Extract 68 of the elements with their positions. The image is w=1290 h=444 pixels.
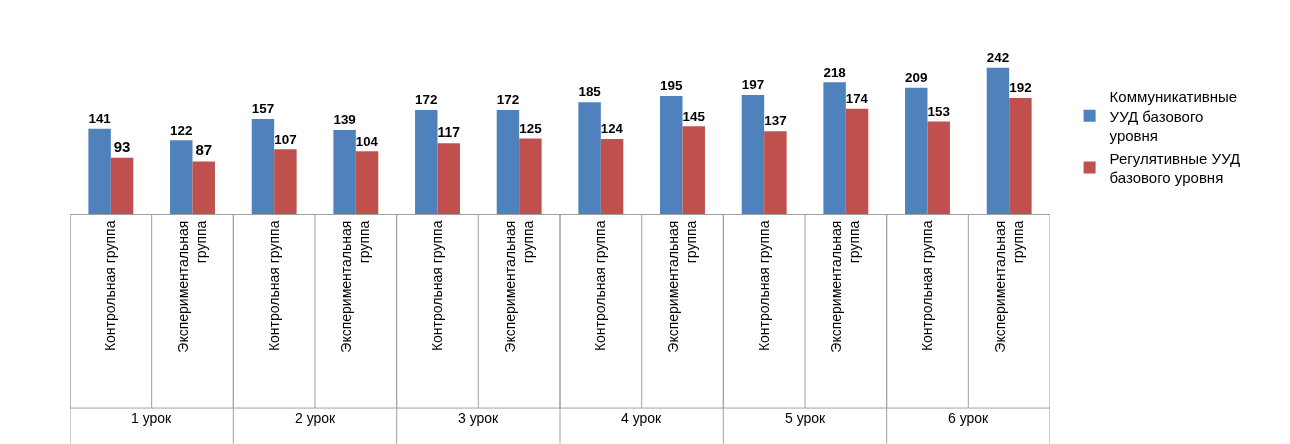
data-label: 218 — [823, 64, 847, 80]
data-label: 157 — [251, 101, 275, 117]
bar — [600, 139, 624, 214]
bar — [415, 110, 438, 214]
x-tick-label: Контрольная группа — [919, 220, 936, 352]
data-label: 107 — [274, 131, 297, 147]
bar — [1009, 97, 1032, 214]
bar — [496, 110, 520, 214]
data-label: 195 — [660, 78, 684, 94]
data-label: 197 — [741, 77, 765, 93]
data-label: 185 — [578, 84, 602, 100]
bar — [823, 82, 846, 214]
text: 1 урок — [131, 410, 173, 426]
legend-label: Коммуникативные УУД базового уровня — [1109, 88, 1238, 145]
x-tick-label: Контрольная группа — [592, 220, 609, 352]
bar — [578, 102, 601, 214]
x-tick-label: Контрольная группа — [102, 220, 119, 352]
legend-label: Регулятивные УУД базового уровня — [1109, 149, 1241, 187]
x-tick-label: Контрольная группа — [265, 220, 282, 352]
data-label: 125 — [519, 120, 543, 136]
x-tick-label: Экспериментальная группа — [338, 220, 373, 353]
data-label: 93 — [113, 137, 131, 155]
x-tick-label: Контрольная группа — [755, 220, 772, 352]
data-label: 209 — [905, 69, 928, 85]
data-label: 141 — [88, 111, 112, 127]
text: 3 урок — [458, 410, 500, 426]
bar — [251, 119, 275, 214]
data-label: 139 — [333, 112, 356, 128]
bar — [845, 108, 869, 214]
data-label: 137 — [764, 113, 787, 129]
bar — [764, 131, 787, 214]
x-tick-label: Экспериментальная группа — [991, 220, 1026, 353]
bar — [192, 161, 215, 214]
data-label: 174 — [845, 91, 869, 107]
x-tick-label: Экспериментальная группа — [501, 220, 536, 353]
data-label: 153 — [927, 103, 950, 119]
x-tick-label: Экспериментальная группа — [828, 220, 863, 353]
data-label: 242 — [986, 50, 1010, 66]
x-tick-label: Экспериментальная группа — [174, 220, 210, 353]
data-label: 145 — [682, 108, 706, 124]
bar — [110, 157, 134, 214]
data-label: 172 — [496, 92, 520, 108]
bar — [274, 149, 297, 214]
data-label: 172 — [415, 92, 438, 108]
data-label: 122 — [170, 122, 193, 138]
data-label: 104 — [355, 133, 379, 149]
text: 2 урок — [295, 410, 337, 426]
data-label: 117 — [437, 124, 461, 141]
bar — [519, 138, 542, 214]
bar — [170, 140, 193, 214]
bar — [660, 96, 683, 214]
text: 6 урок — [948, 410, 990, 426]
bar — [927, 121, 950, 214]
text: 5 урок — [785, 410, 827, 426]
bar — [741, 94, 765, 214]
data-label: 87 — [195, 141, 213, 159]
bar — [88, 128, 111, 214]
bar — [986, 67, 1010, 214]
bar — [437, 143, 460, 214]
bar — [682, 126, 705, 214]
data-label: 192 — [1009, 80, 1032, 96]
text: 4 урок — [621, 410, 663, 426]
bar — [905, 87, 928, 214]
bar — [355, 151, 379, 214]
bar — [333, 129, 356, 214]
data-label: 124 — [600, 121, 624, 137]
x-tick-label: Контрольная группа — [429, 220, 446, 352]
x-tick-label: Экспериментальная группа — [664, 220, 700, 353]
